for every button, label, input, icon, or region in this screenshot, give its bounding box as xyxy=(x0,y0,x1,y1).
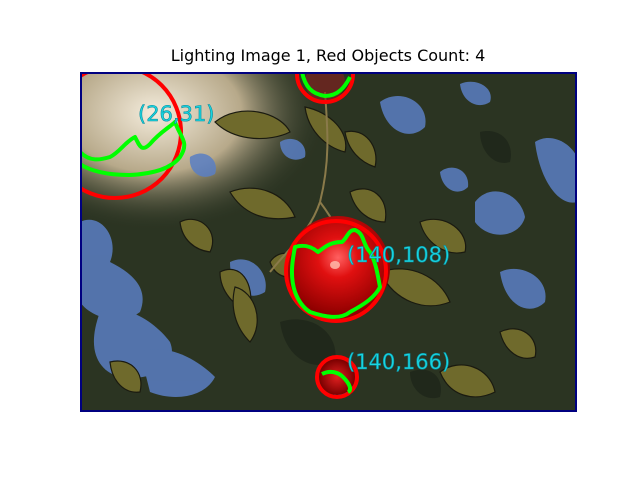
detection-circle-3 xyxy=(284,219,388,323)
contour-2 xyxy=(300,72,352,98)
figure-title: Lighting Image 1, Red Objects Count: 4 xyxy=(170,46,486,65)
image-axes: (26,31) (140,108) (140,166) xyxy=(80,72,577,412)
detection-circle-4 xyxy=(315,355,359,399)
shadow-areas xyxy=(280,131,511,399)
coord-label-2: (140,108) xyxy=(347,243,450,267)
contour-1 xyxy=(80,120,187,177)
coord-label-3: (140,166) xyxy=(347,350,450,374)
detection-contours xyxy=(80,72,382,394)
contour-4 xyxy=(321,369,353,394)
processed-image: (26,31) (140,108) (140,166) xyxy=(80,72,577,412)
image-border xyxy=(80,72,577,412)
contour-3 xyxy=(290,228,382,319)
apple-bottom xyxy=(319,359,355,395)
coord-label-1: (26,31) xyxy=(138,102,215,126)
